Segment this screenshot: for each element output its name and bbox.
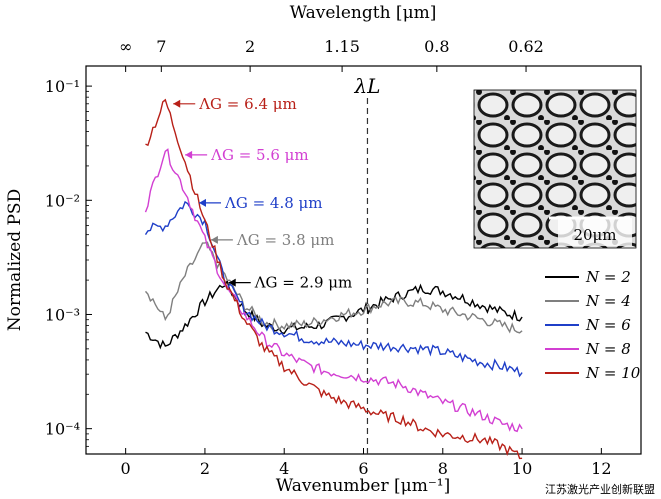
annotation-arrowhead: [185, 150, 193, 159]
x-tick-label: 6: [358, 459, 368, 478]
watermark: 江苏激光产业创新联盟: [545, 482, 655, 496]
series-layer: [144, 98, 523, 460]
x-tick-label: 10: [512, 459, 532, 478]
top-tick-label: 0.8: [424, 37, 449, 56]
axis-ticks: 0 2 4 6 8 10 12 10⁻⁴ 10⁻³ 10⁻² 10⁻¹ ∞ 7 2 1.15 0.8 0.62: [45, 37, 612, 478]
annotation-arrowhead: [228, 278, 236, 287]
top-tick-label: ∞: [119, 37, 132, 56]
y-tick-label: 10⁻¹: [45, 77, 80, 96]
legend-label: N = 10: [585, 364, 641, 382]
legend-label: N = 4: [585, 292, 631, 310]
inset-scale-label: 20μm: [573, 226, 616, 244]
x-tick-label: 12: [591, 459, 611, 478]
annotations: ΛG = 6.4 μm ΛG = 5.6 μm ΛG = 4.8 μm ΛG = 3.…: [173, 95, 352, 292]
y-tick-label: 10⁻³: [45, 305, 80, 324]
y-tick-label: 10⁻⁴: [45, 420, 80, 439]
series-line-n-6: [144, 200, 523, 378]
series-line-n-10: [145, 98, 523, 460]
series-line-n-4: [144, 241, 523, 334]
annotation-arrowhead: [199, 198, 206, 207]
annotation-label: ΛG = 3.8 μm: [236, 231, 335, 249]
series-line-n-2: [145, 279, 523, 350]
top-tick-label: 1.15: [324, 37, 360, 56]
x-tick-label: 2: [200, 459, 210, 478]
y-axis-title: Normalized PSD: [5, 189, 25, 331]
annotation-label: ΛG = 5.6 μm: [210, 146, 309, 164]
top-axis-title: Wavelength [μm]: [290, 3, 437, 23]
annotation-label: ΛG = 2.9 μm: [254, 274, 353, 292]
annotation-arrowhead: [173, 99, 181, 108]
legend-label: N = 2: [585, 268, 631, 286]
y-tick-label: 10⁻²: [45, 191, 80, 210]
x-tick-label: 4: [279, 459, 289, 478]
inset-micrograph: 20μm: [473, 89, 637, 249]
lambda-l-marker: λL: [353, 74, 380, 454]
x-tick-label: 0: [121, 459, 131, 478]
legend-label: N = 6: [585, 316, 631, 334]
legend: N = 2 N = 4 N = 6 N = 8 N = 10: [545, 268, 641, 382]
series-line-n-8: [144, 148, 523, 433]
top-tick-label: 7: [156, 37, 166, 56]
annotation-arrowhead: [210, 235, 218, 244]
lambda-l-label: λL: [353, 74, 380, 98]
top-tick-label: 2: [245, 37, 255, 56]
legend-label: N = 8: [585, 340, 631, 358]
annotation-label: ΛG = 4.8 μm: [224, 194, 323, 212]
x-axis-title: Wavenumber [μm⁻¹]: [276, 476, 451, 496]
inset-label-box: [558, 218, 632, 246]
top-tick-label: 0.62: [508, 37, 544, 56]
annotation-label: ΛG = 6.4 μm: [198, 95, 297, 113]
x-tick-label: 8: [438, 459, 448, 478]
